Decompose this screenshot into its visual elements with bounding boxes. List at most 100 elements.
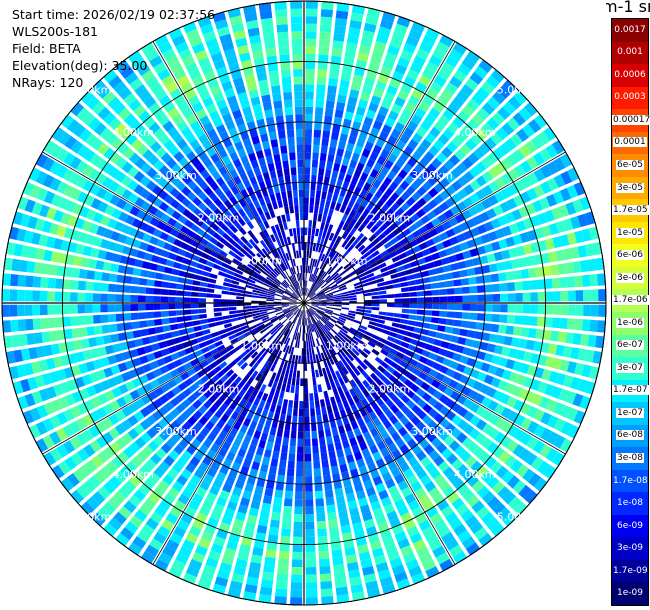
range-gate-cell xyxy=(389,181,399,191)
range-gate-cell xyxy=(149,538,163,551)
range-gate-cell xyxy=(187,352,196,361)
range-gate-cell xyxy=(375,219,384,228)
range-gate-cell xyxy=(50,251,60,263)
range-gate-cell xyxy=(153,280,163,288)
range-gate-cell xyxy=(292,408,298,417)
range-gate-cell xyxy=(243,591,257,601)
range-gate-cell xyxy=(339,79,350,89)
range-gate-cell xyxy=(232,438,242,448)
range-gate-cell xyxy=(367,587,381,598)
range-gate-cell xyxy=(310,415,316,424)
range-gate-cell xyxy=(24,199,36,213)
range-gate-cell xyxy=(200,374,210,384)
range-gate-cell xyxy=(491,314,500,323)
range-gate-cell xyxy=(363,251,371,259)
range-gate-cell xyxy=(116,274,125,283)
range-gate-cell xyxy=(285,329,291,337)
range-gate-cell xyxy=(344,150,353,160)
range-gate-cell xyxy=(88,337,97,348)
range-gate-cell xyxy=(274,1,287,10)
range-gate-cell xyxy=(199,281,208,288)
range-gate-cell xyxy=(243,434,252,444)
range-gate-cell xyxy=(219,213,228,223)
range-gate-cell xyxy=(313,314,319,322)
range-gate-cell xyxy=(140,432,152,444)
range-gate-cell xyxy=(226,269,235,276)
range-gate-cell xyxy=(481,423,494,435)
range-gate-cell xyxy=(129,248,139,257)
range-gate-cell xyxy=(222,286,231,291)
range-gate-cell xyxy=(154,34,169,48)
range-gate-cell xyxy=(494,162,506,175)
range-gate-cell xyxy=(113,81,127,95)
range-gate-cell xyxy=(255,150,264,160)
range-gate-cell xyxy=(42,434,55,449)
range-gate-cell xyxy=(329,534,341,544)
range-gate-cell xyxy=(208,404,218,414)
range-gate-cell xyxy=(326,341,333,349)
range-gate-cell xyxy=(214,576,229,587)
range-gate-cell xyxy=(310,362,315,371)
range-gate-cell xyxy=(338,360,345,369)
range-gate-cell xyxy=(363,289,371,294)
range-gate-cell xyxy=(235,269,244,275)
range-gate-cell xyxy=(161,519,175,531)
range-gate-cell xyxy=(328,185,335,194)
range-gate-cell xyxy=(412,352,421,361)
range-gate-cell xyxy=(351,591,365,601)
range-gate-cell xyxy=(349,370,357,379)
range-gate-cell xyxy=(213,298,221,303)
range-gate-cell xyxy=(327,331,335,338)
range-gate-cell xyxy=(320,282,328,289)
range-gate-cell xyxy=(104,390,116,402)
range-gate-cell xyxy=(175,297,184,303)
range-gate-cell xyxy=(54,304,63,315)
range-gate-cell xyxy=(181,197,192,208)
range-gate-cell xyxy=(157,114,170,127)
range-gate-cell xyxy=(342,325,350,332)
range-gate-cell xyxy=(230,337,239,345)
range-gate-cell xyxy=(168,282,178,289)
range-gate-cell xyxy=(308,290,313,297)
range-gate-cell xyxy=(318,307,326,311)
range-gate-cell xyxy=(349,209,357,218)
range-gate-cell xyxy=(259,260,267,268)
range-gate-cell xyxy=(228,265,237,272)
range-gate-cell xyxy=(330,396,336,405)
range-gate-cell xyxy=(515,292,523,302)
range-gate-cell xyxy=(283,237,288,246)
range-gate-cell xyxy=(245,266,254,273)
range-gate-cell xyxy=(58,252,68,264)
range-gate-cell xyxy=(108,117,122,131)
range-gate-cell xyxy=(224,189,234,199)
range-gate-cell xyxy=(177,101,190,113)
range-gate-cell xyxy=(423,444,435,455)
range-gate-cell xyxy=(397,271,406,277)
range-gate-cell xyxy=(282,352,288,361)
range-gate-cell xyxy=(123,313,132,321)
range-gate-cell xyxy=(285,337,291,346)
range-gate-cell xyxy=(466,357,476,367)
range-gate-cell xyxy=(553,174,566,188)
range-gate-cell xyxy=(231,462,241,472)
range-gate-cell xyxy=(355,311,364,316)
range-gate-cell xyxy=(380,266,389,273)
range-gate-cell xyxy=(181,144,193,156)
range-gate-cell xyxy=(352,202,360,212)
range-gate-cell xyxy=(193,207,203,217)
range-gate-cell xyxy=(422,34,437,47)
range-gate-cell xyxy=(143,116,156,129)
range-gate-cell xyxy=(260,432,268,442)
range-gate-cell xyxy=(401,308,410,314)
range-gate-cell xyxy=(2,304,10,317)
range-gate-cell xyxy=(41,220,53,233)
range-gate-cell xyxy=(246,169,255,179)
range-gate-cell xyxy=(3,335,13,349)
range-gate-cell xyxy=(234,254,243,262)
range-gate-cell xyxy=(404,101,416,113)
range-gate-cell xyxy=(427,199,438,209)
range-gate-cell xyxy=(307,289,311,297)
range-gate-cell xyxy=(260,17,274,27)
range-gate-cell xyxy=(236,334,245,341)
range-gate-cell xyxy=(219,106,230,117)
